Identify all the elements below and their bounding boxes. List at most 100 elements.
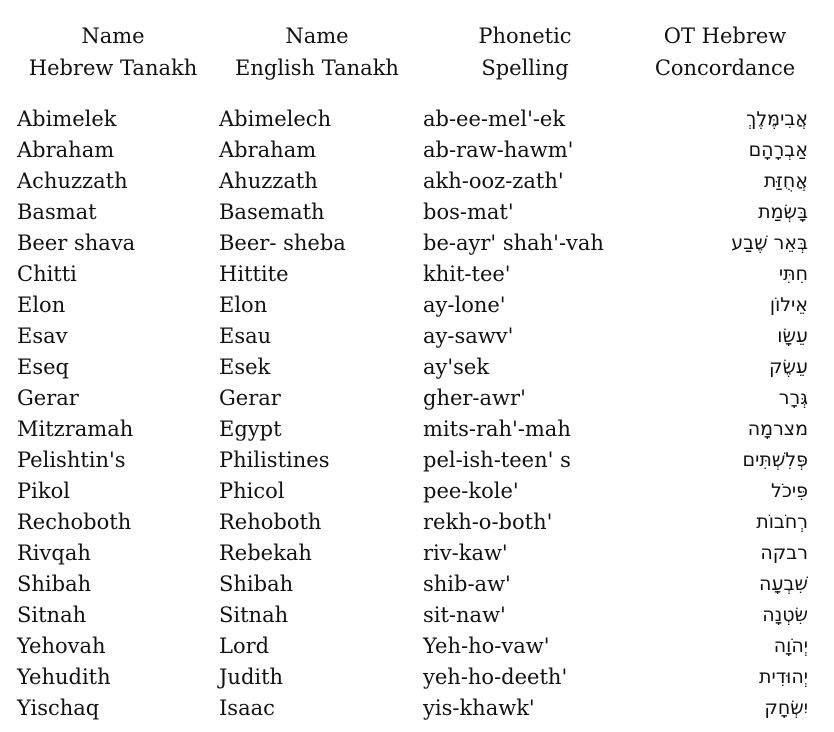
- cell-english-name: Basemath: [219, 200, 325, 224]
- cell-hebrew-name: Yehovah: [17, 634, 106, 658]
- cell-phonetic: riv-kaw': [423, 541, 508, 565]
- cell-hebrew: עֵשָׂו: [777, 325, 808, 347]
- cell-english-name: Gerar: [219, 386, 281, 410]
- cell-hebrew: מצרמָה: [747, 418, 808, 440]
- cell-phonetic: akh-ooz-zath': [423, 169, 564, 193]
- cell-hebrew: חִתִּי: [778, 263, 808, 285]
- cell-hebrew-name: Sitnah: [17, 603, 87, 627]
- cell-english-name: Isaac: [219, 696, 275, 720]
- cell-hebrew: פִּיכֹל: [771, 480, 808, 502]
- header-line: Name: [81, 24, 145, 48]
- table-row: Yischaq Isaac yis-khawk' יִשְׂחָק: [0, 693, 834, 724]
- table-row: Chitti Hittite khit-tee' חִתִּי: [0, 259, 834, 290]
- table-body: Abimelek Abimelech ab-ee-mel'-ek אֲבִימֶּלֶ…: [0, 104, 834, 724]
- header-line: Spelling: [481, 56, 569, 80]
- cell-english-name: Abimelech: [219, 107, 332, 131]
- header-ot-hebrew-concordance: OT Hebrew Concordance: [640, 20, 810, 84]
- header-phonetic-spelling: Phonetic Spelling: [430, 20, 620, 84]
- cell-phonetic: Yeh-ho-vaw': [423, 634, 550, 658]
- cell-hebrew: אֵילוֹן: [769, 294, 808, 316]
- cell-hebrew: רבקה: [760, 542, 808, 564]
- cell-phonetic: khit-tee': [423, 262, 511, 286]
- cell-hebrew: רְחֹבוֹת: [756, 511, 808, 533]
- cell-english-name: Hittite: [219, 262, 289, 286]
- cell-english-name: Beer- sheba: [219, 231, 346, 255]
- cell-hebrew-name: Beer shava: [17, 231, 136, 255]
- cell-phonetic: gher-awr': [423, 386, 526, 410]
- cell-english-name: Shibah: [219, 572, 294, 596]
- header-line: Concordance: [654, 56, 796, 80]
- cell-hebrew-name: Basmat: [17, 200, 97, 224]
- cell-english-name: Phicol: [219, 479, 285, 503]
- cell-hebrew-name: Pikol: [17, 479, 70, 503]
- table-row: Rivqah Rebekah riv-kaw' רבקה: [0, 538, 834, 569]
- cell-phonetic: ay-lone': [423, 293, 506, 317]
- cell-hebrew: גְּרָר: [778, 387, 808, 409]
- cell-hebrew: פְּלִשְׁתִּים: [742, 449, 808, 471]
- table-row: Beer shava Beer- sheba be-ayr' shah'-vah בְ…: [0, 228, 834, 259]
- cell-english-name: Esau: [219, 324, 272, 348]
- cell-hebrew: אֲחֻזַּת: [763, 170, 808, 192]
- cell-hebrew: יִשְׂחָק: [764, 697, 808, 719]
- cell-hebrew-name: Abimelek: [17, 107, 117, 131]
- cell-hebrew-name: Esav: [17, 324, 68, 348]
- cell-hebrew-name: Rivqah: [17, 541, 91, 565]
- cell-english-name: Abraham: [219, 138, 317, 162]
- cell-english-name: Philistines: [219, 448, 330, 472]
- cell-english-name: Esek: [219, 355, 271, 379]
- cell-hebrew: שִׂטְנָה: [762, 604, 808, 626]
- table-row: Abimelek Abimelech ab-ee-mel'-ek אֲבִימֶּלֶ…: [0, 104, 834, 135]
- cell-english-name: Rehoboth: [219, 510, 322, 534]
- cell-hebrew: בְּאֵר שֶׁבַע: [731, 232, 808, 254]
- cell-english-name: Ahuzzath: [219, 169, 318, 193]
- cell-hebrew-name: Yehudith: [17, 665, 111, 689]
- cell-phonetic: be-ayr' shah'-vah: [423, 231, 604, 255]
- table-row: Sitnah Sitnah sit-naw' שִׂטְנָה: [0, 600, 834, 631]
- cell-english-name: Egypt: [219, 417, 282, 441]
- table-row: Pikol Phicol pee-kole' פִּיכֹל: [0, 476, 834, 507]
- header-line: Phonetic: [478, 24, 572, 48]
- cell-phonetic: rekh-o-both': [423, 510, 553, 534]
- header-line: English Tanakh: [235, 56, 399, 80]
- header-hebrew-tanakh: Name Hebrew Tanakh: [18, 20, 208, 84]
- cell-english-name: Elon: [219, 293, 268, 317]
- table-row: Pelishtin's Philistines pel-ish-teen' s פְּ…: [0, 445, 834, 476]
- cell-phonetic: sit-naw': [423, 603, 506, 627]
- table-row: Achuzzath Ahuzzath akh-ooz-zath' אֲחֻזַּת: [0, 166, 834, 197]
- cell-phonetic: bos-mat': [423, 200, 514, 224]
- cell-english-name: Sitnah: [219, 603, 289, 627]
- cell-hebrew: שִׁבְעָה: [759, 573, 808, 595]
- cell-hebrew-name: Achuzzath: [17, 169, 128, 193]
- cell-hebrew: אַבְרָהָם: [748, 139, 808, 161]
- cell-phonetic: mits-rah'-mah: [423, 417, 571, 441]
- cell-phonetic: shib-aw': [423, 572, 511, 596]
- table-row: Rechoboth Rehoboth rekh-o-both' רְחֹבוֹת: [0, 507, 834, 538]
- cell-hebrew-name: Rechoboth: [17, 510, 132, 534]
- cell-phonetic: ab-ee-mel'-ek: [423, 107, 566, 131]
- cell-hebrew: עֵשֶׂק: [768, 356, 808, 378]
- cell-hebrew: בָּשְׂמַת: [758, 201, 808, 223]
- cell-phonetic: pel-ish-teen' s: [423, 448, 571, 472]
- table-row: Eseq Esek ay'sek עֵשֶׂק: [0, 352, 834, 383]
- table-row: Esav Esau ay-sawv' עֵשָׂו: [0, 321, 834, 352]
- table-row: Basmat Basemath bos-mat' בָּשְׂמַת: [0, 197, 834, 228]
- cell-english-name: Judith: [219, 665, 284, 689]
- cell-phonetic: ay-sawv': [423, 324, 514, 348]
- cell-hebrew-name: Eseq: [17, 355, 69, 379]
- cell-hebrew-name: Shibah: [17, 572, 92, 596]
- cell-phonetic: ay'sek: [423, 355, 490, 379]
- table-row: Gerar Gerar gher-awr' גְּרָר: [0, 383, 834, 414]
- table-row: Mitzramah Egypt mits-rah'-mah מצרמָה: [0, 414, 834, 445]
- cell-english-name: Lord: [219, 634, 270, 658]
- cell-phonetic: pee-kole': [423, 479, 519, 503]
- cell-hebrew: יְהֹוָה: [773, 635, 808, 657]
- cell-hebrew-name: Gerar: [17, 386, 79, 410]
- table-row: Yehudith Judith yeh-ho-deeth' יְהוּדִית: [0, 662, 834, 693]
- header-line: Hebrew Tanakh: [28, 56, 198, 80]
- cell-phonetic: yeh-ho-deeth': [423, 665, 568, 689]
- header-english-tanakh: Name English Tanakh: [222, 20, 412, 84]
- table-row: Abraham Abraham ab-raw-hawm' אַבְרָהָם: [0, 135, 834, 166]
- cell-hebrew-name: Pelishtin's: [17, 448, 126, 472]
- cell-hebrew-name: Abraham: [17, 138, 115, 162]
